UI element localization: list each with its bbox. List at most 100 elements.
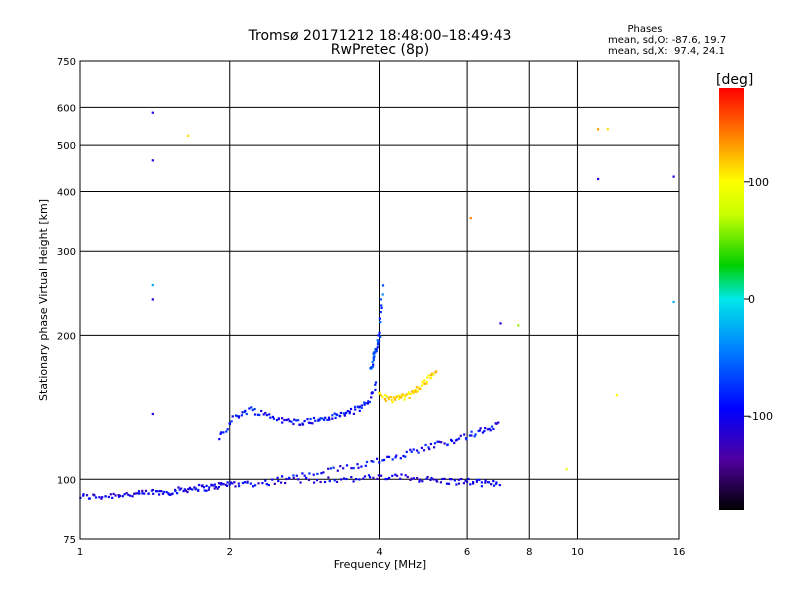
echo-point	[597, 177, 600, 181]
echo-point	[213, 487, 216, 490]
echo-point	[339, 411, 342, 414]
echo-point	[472, 482, 475, 485]
stats-line-o: mean, sd,O: -87.6, 19.7	[608, 35, 726, 46]
echo-point	[499, 322, 502, 325]
echo-point	[377, 343, 380, 346]
echo-point	[450, 478, 453, 481]
echo-point	[117, 494, 120, 497]
echo-point	[427, 446, 430, 449]
echo-point	[382, 458, 386, 462]
echo-point	[672, 300, 675, 304]
echo-point	[384, 399, 387, 402]
echo-point	[311, 422, 314, 425]
echo-point	[358, 409, 361, 412]
echo-point	[478, 429, 481, 432]
echo-point	[409, 448, 412, 451]
echo-point	[376, 346, 379, 349]
echo-point	[287, 418, 290, 421]
echo-point	[141, 492, 144, 495]
echo-point	[400, 396, 403, 399]
echo-point	[387, 398, 390, 401]
echo-point	[473, 435, 476, 438]
echo-point	[352, 467, 355, 470]
echo-point	[125, 492, 128, 495]
echo-point	[374, 388, 377, 391]
echo-point	[345, 464, 349, 467]
echo-point	[377, 474, 380, 477]
echo-point	[276, 476, 279, 479]
echo-point	[328, 418, 331, 421]
echo-point	[202, 486, 206, 489]
echo-point	[197, 488, 200, 491]
echo-point	[419, 387, 422, 390]
echo-point	[198, 483, 201, 487]
y-tick-label: 750	[57, 57, 76, 68]
echo-point	[265, 483, 268, 486]
stats-line-x: mean, sd,X: 97.4, 24.1	[608, 46, 725, 57]
echo-point	[114, 494, 117, 497]
echo-point	[371, 360, 374, 364]
echo-point	[397, 394, 400, 397]
echo-point	[454, 439, 457, 442]
echo-point	[421, 480, 424, 483]
echo-point	[358, 405, 361, 408]
echo-point	[281, 475, 284, 478]
echo-point	[384, 394, 387, 397]
echo-point	[439, 481, 442, 484]
y-tick-label: 75	[63, 535, 76, 546]
echo-point	[395, 395, 398, 398]
echo-point	[207, 488, 210, 491]
echo-point	[354, 408, 357, 411]
echo-point	[389, 395, 392, 399]
echo-point	[234, 414, 238, 417]
echo-point	[447, 482, 451, 485]
echo-point	[88, 497, 91, 500]
echo-point	[387, 455, 391, 458]
echo-point	[381, 459, 384, 462]
echo-point	[281, 421, 284, 424]
stats-heading: Phases	[627, 24, 662, 35]
echo-point	[151, 159, 154, 162]
echo-point	[137, 490, 141, 493]
echo-point	[331, 417, 334, 420]
echo-point	[432, 478, 435, 481]
echo-point	[151, 488, 155, 492]
colorbar-tick-label: 100	[748, 176, 769, 189]
echo-point	[151, 298, 154, 301]
echo-point	[205, 484, 208, 487]
echo-point	[249, 482, 252, 485]
echo-point	[490, 483, 493, 486]
echo-point	[93, 494, 96, 497]
echo-point	[182, 490, 185, 493]
echo-point	[312, 473, 315, 476]
echo-point	[277, 479, 280, 483]
echo-point	[368, 400, 371, 404]
echo-point	[443, 477, 446, 480]
echo-point	[384, 478, 387, 481]
echo-point	[217, 485, 220, 489]
echo-point	[403, 398, 406, 401]
echo-point	[393, 396, 396, 399]
echo-point	[472, 481, 475, 484]
echo-point	[226, 484, 229, 487]
echo-point	[378, 331, 381, 334]
echo-point	[82, 493, 85, 496]
echo-point	[374, 381, 378, 384]
echo-point	[407, 391, 410, 394]
echo-point	[307, 421, 310, 424]
echo-point	[597, 128, 600, 131]
echo-point	[107, 495, 110, 499]
echo-point	[395, 454, 398, 457]
echo-point	[323, 418, 326, 421]
echo-point	[490, 425, 494, 428]
echo-point	[467, 477, 470, 481]
echo-point	[264, 479, 267, 482]
echo-point	[352, 412, 355, 415]
echo-point	[264, 411, 267, 415]
echo-point	[436, 440, 439, 443]
echo-point	[162, 490, 165, 494]
echo-point	[174, 488, 177, 491]
echo-point	[335, 480, 339, 483]
echo-point	[100, 497, 103, 500]
echo-point	[672, 175, 675, 178]
